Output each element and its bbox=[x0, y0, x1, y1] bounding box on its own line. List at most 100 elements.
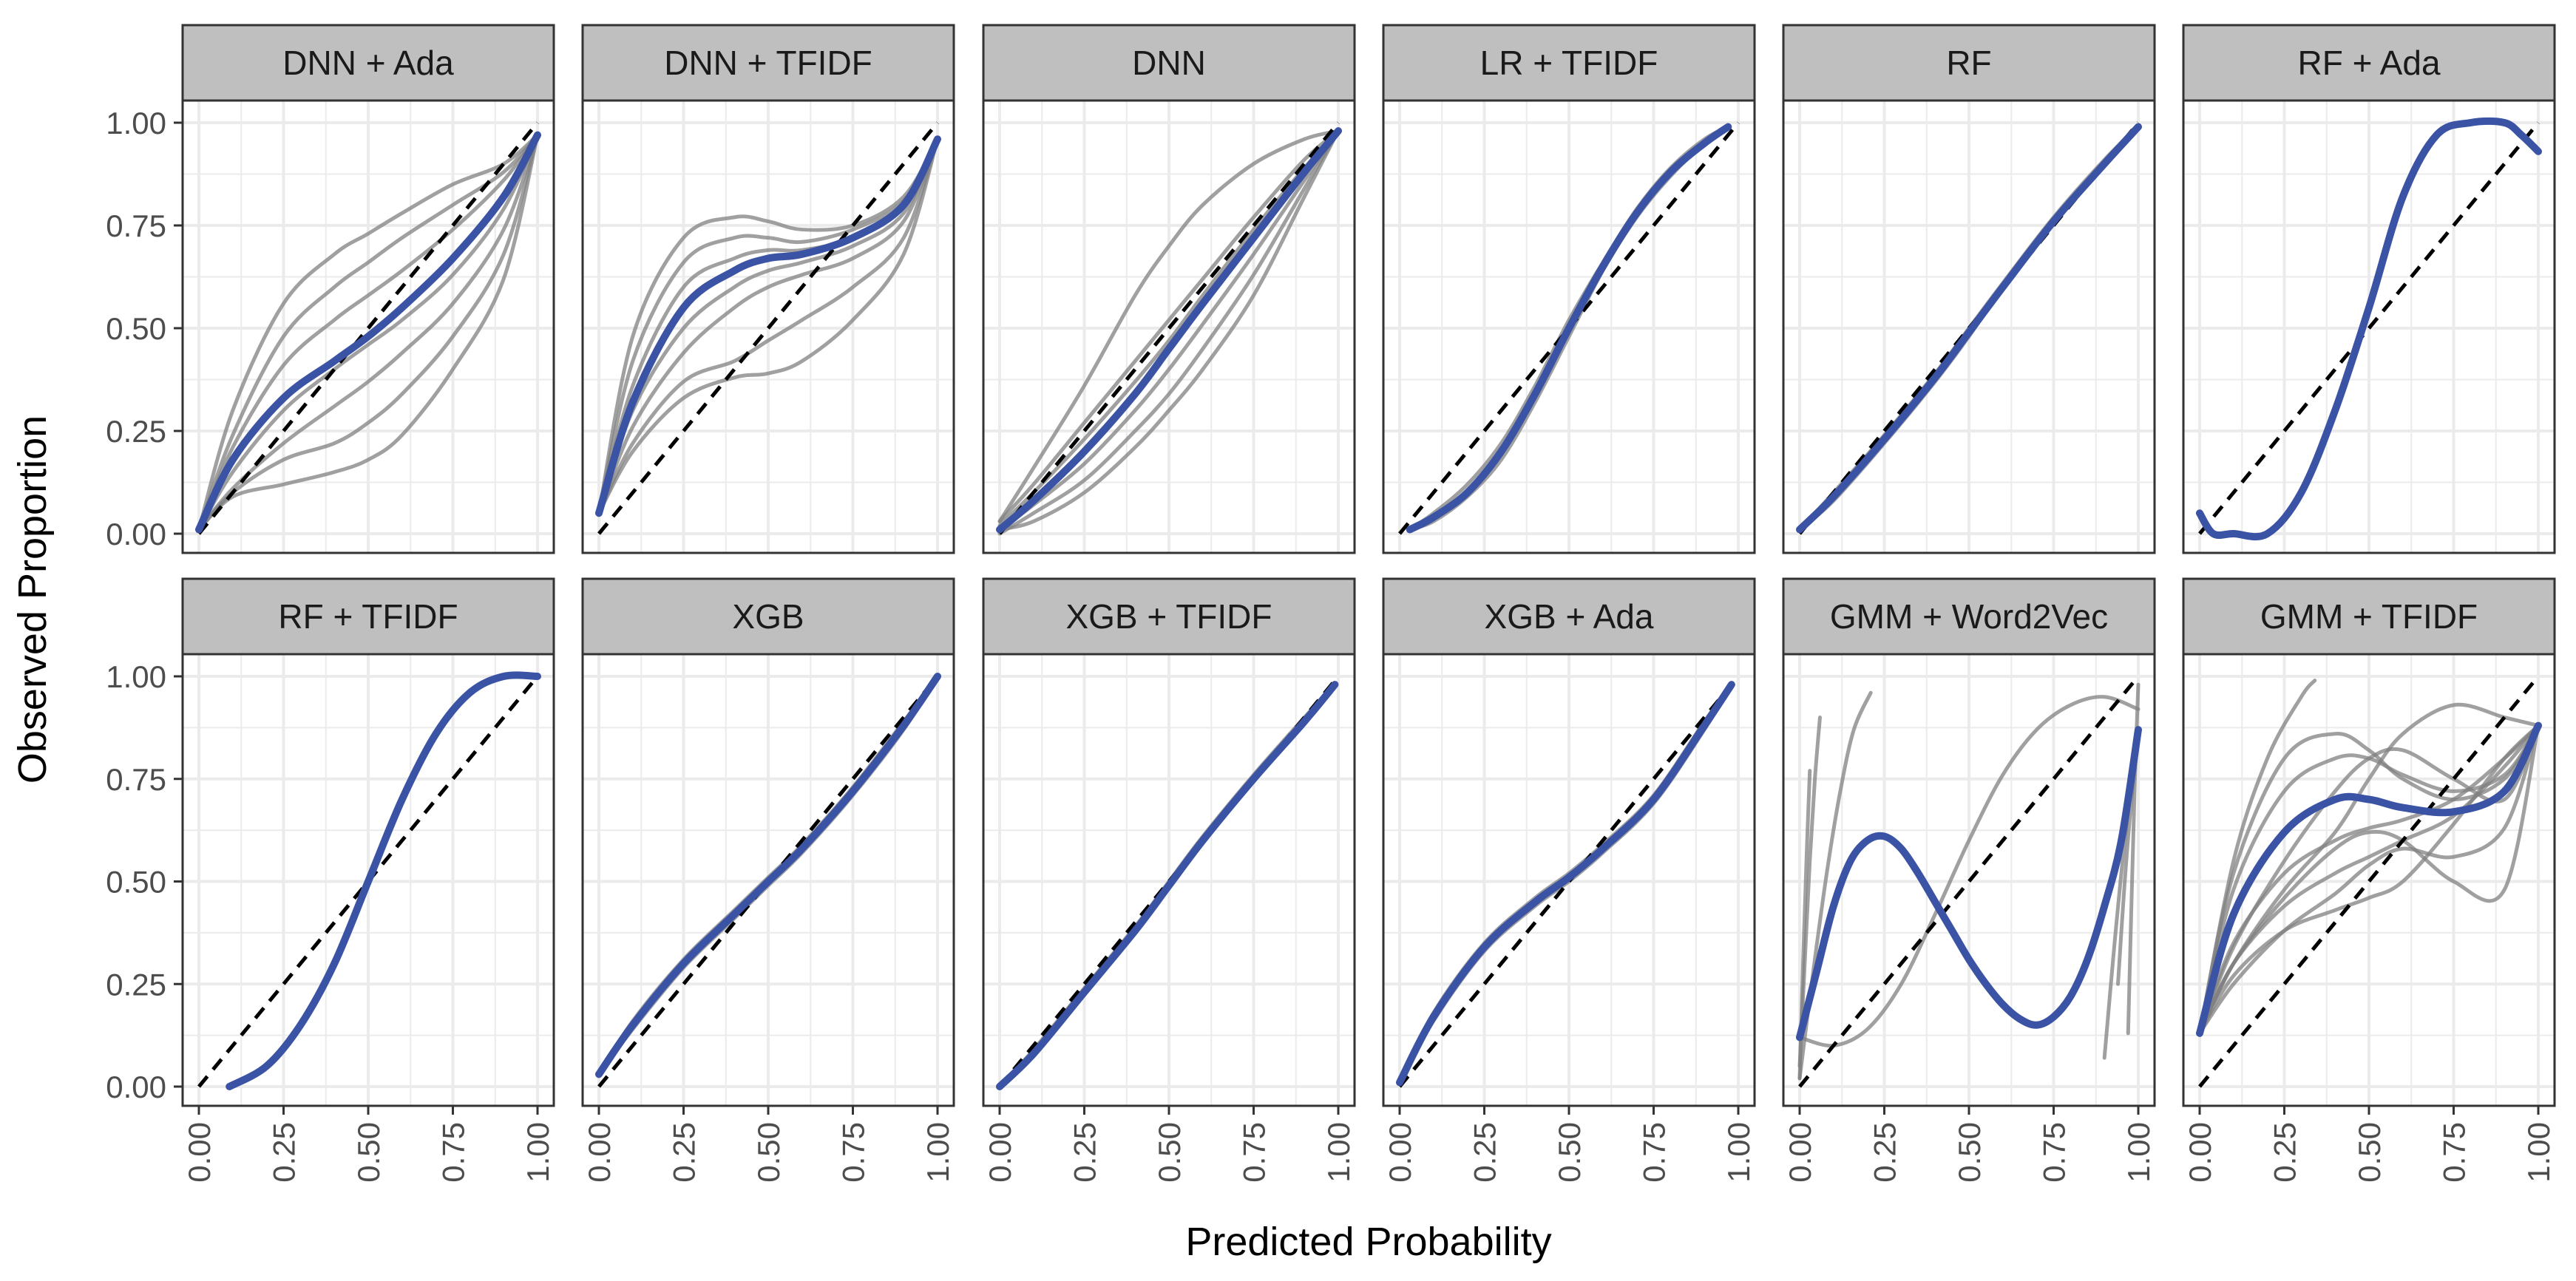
fold-curve-1 bbox=[1797, 695, 2141, 1048]
x-tick-label: 0.75 bbox=[436, 1122, 471, 1183]
x-tick-label: 0.25 bbox=[1068, 1122, 1102, 1183]
panel-12: GMM + TFIDF bbox=[2182, 577, 2556, 1107]
facet-strip-label: RF + TFIDF bbox=[278, 597, 458, 636]
mean-calibration-curve bbox=[996, 127, 1342, 534]
fold-curve-7 bbox=[597, 137, 940, 515]
fold-curve-2 bbox=[2197, 724, 2541, 1036]
facet-strip bbox=[181, 24, 555, 102]
panel-11: GMM + Word2Vec bbox=[1782, 577, 2156, 1107]
panel-8: XGB bbox=[581, 577, 955, 1107]
panel-plot-area bbox=[595, 673, 941, 1088]
facet-strip bbox=[581, 577, 955, 656]
panel-9: XGB + TFIDF bbox=[982, 577, 1356, 1107]
x-tick-label: 0.50 bbox=[1952, 1122, 1987, 1183]
fold-curve-5 bbox=[597, 137, 940, 515]
panel-plot-area bbox=[1396, 675, 1740, 1088]
x-axis-title: Predicted Probability bbox=[1185, 1220, 1551, 1264]
y-tick-label: 0.00 bbox=[106, 1070, 166, 1104]
fold-curve-7 bbox=[197, 133, 540, 531]
x-tick-label: 0.50 bbox=[751, 1122, 786, 1183]
y-tick-label: 1.00 bbox=[106, 106, 166, 140]
x-tick-label: 0.75 bbox=[1637, 1122, 1672, 1183]
panel-plot-area bbox=[1796, 675, 2142, 1088]
mean-calibration-curve bbox=[1396, 681, 1735, 1087]
fold-curve-6 bbox=[2197, 724, 2541, 1036]
fold-curve-1 bbox=[997, 129, 1340, 523]
facet-strip-label: LR + TFIDF bbox=[1480, 44, 1658, 82]
x-tick-label: 0.25 bbox=[1868, 1122, 1902, 1183]
mean-calibration-curve bbox=[226, 671, 541, 1090]
x-tick-label: 1.00 bbox=[1721, 1122, 1756, 1183]
mean-calibration-curve bbox=[1406, 123, 1732, 534]
x-tick-label: 0.00 bbox=[983, 1122, 1017, 1183]
mean-calibration-curve bbox=[2196, 117, 2542, 541]
y-tick-label: 0.25 bbox=[106, 414, 166, 449]
facet-strip bbox=[982, 24, 1356, 102]
fold-curve-3 bbox=[197, 133, 540, 531]
facet-strip-label: DNN bbox=[1132, 44, 1206, 82]
reference-line bbox=[197, 121, 539, 535]
facet-panels: DNN + Ada DNN + TFIDF DNN LR + TFIDF RF RF + … bbox=[181, 24, 2556, 1107]
x-tick-label: 0.00 bbox=[1383, 1122, 1417, 1183]
x-tick-label: 0.00 bbox=[582, 1122, 617, 1183]
mean-calibration-curve bbox=[595, 673, 941, 1078]
facet-strip-label: XGB bbox=[732, 597, 804, 636]
x-tick-label: 0.75 bbox=[1237, 1122, 1272, 1183]
fold-curve-9 bbox=[2197, 724, 2541, 1036]
facet-strip bbox=[1782, 24, 2156, 102]
reference-line bbox=[998, 121, 1340, 535]
x-tick-label: 0.50 bbox=[351, 1122, 386, 1183]
y-tick-label: 0.50 bbox=[106, 311, 166, 346]
y-tick-label: 0.00 bbox=[106, 517, 166, 551]
fold-curve-4 bbox=[197, 133, 540, 531]
panel-plot-area bbox=[1796, 121, 2142, 535]
mean-calibration-curve bbox=[996, 681, 1339, 1090]
facet-strip-label: XGB + TFIDF bbox=[1065, 597, 1272, 636]
mean-calibration-curve bbox=[195, 131, 541, 534]
x-tick-label: 0.25 bbox=[667, 1122, 702, 1183]
facet-strip bbox=[2182, 577, 2556, 656]
facet-strip bbox=[1382, 577, 1756, 656]
x-tick-label: 1.00 bbox=[921, 1122, 955, 1183]
fold-curve-6 bbox=[597, 137, 940, 515]
panel-3: DNN bbox=[982, 24, 1356, 554]
x-tick-label: 0.25 bbox=[267, 1122, 302, 1183]
facet-strip bbox=[181, 577, 555, 656]
x-tick-label: 1.00 bbox=[2521, 1122, 2556, 1183]
panel-1: DNN + Ada bbox=[181, 24, 555, 554]
panel-5: RF bbox=[1782, 24, 2156, 554]
x-tick-label: 1.00 bbox=[1321, 1122, 1356, 1183]
panel-grid bbox=[1383, 654, 1755, 1106]
panel-6: RF + Ada bbox=[2182, 24, 2556, 554]
x-tick-label: 0.25 bbox=[2268, 1122, 2302, 1183]
x-tick-label: 0.75 bbox=[2437, 1122, 2472, 1183]
x-tick-label: 0.50 bbox=[2352, 1122, 2387, 1183]
facet-strip-label: RF + Ada bbox=[2297, 44, 2440, 82]
reference-line bbox=[2198, 121, 2540, 535]
fold-curve-10 bbox=[2197, 724, 2541, 1036]
axes: 0.00 0.25 0.50 0.75 1.00 0.00 0.25 0.50 0.75 1.00… bbox=[106, 106, 2556, 1183]
panel-grid bbox=[1783, 654, 2155, 1106]
facet-strip bbox=[1382, 24, 1756, 102]
panel-plot-area bbox=[195, 121, 541, 535]
facet-strip-label: GMM + TFIDF bbox=[2260, 597, 2478, 636]
panel-2: DNN + TFIDF bbox=[581, 24, 955, 554]
facet-strip bbox=[581, 24, 955, 102]
x-tick-label: 0.75 bbox=[2037, 1122, 2072, 1183]
y-tick-label: 1.00 bbox=[106, 659, 166, 694]
fold-curve-6 bbox=[997, 129, 1340, 531]
panel-plot-area bbox=[2196, 117, 2542, 541]
x-tick-label: 0.00 bbox=[1783, 1122, 1817, 1183]
mean-calibration-curve bbox=[1796, 123, 2142, 534]
panel-plot-area bbox=[996, 675, 1340, 1090]
x-tick-label: 0.75 bbox=[836, 1122, 871, 1183]
facet-strip bbox=[2182, 24, 2556, 102]
panel-plot-area bbox=[1398, 121, 1740, 535]
x-tick-label: 1.00 bbox=[521, 1122, 555, 1183]
panel-4: LR + TFIDF bbox=[1382, 24, 1756, 554]
y-tick-label: 0.75 bbox=[106, 208, 166, 243]
facet-strip-label: XGB + Ada bbox=[1485, 597, 1654, 636]
mean-calibration-curve bbox=[595, 135, 941, 517]
x-tick-label: 0.25 bbox=[1468, 1122, 1502, 1183]
